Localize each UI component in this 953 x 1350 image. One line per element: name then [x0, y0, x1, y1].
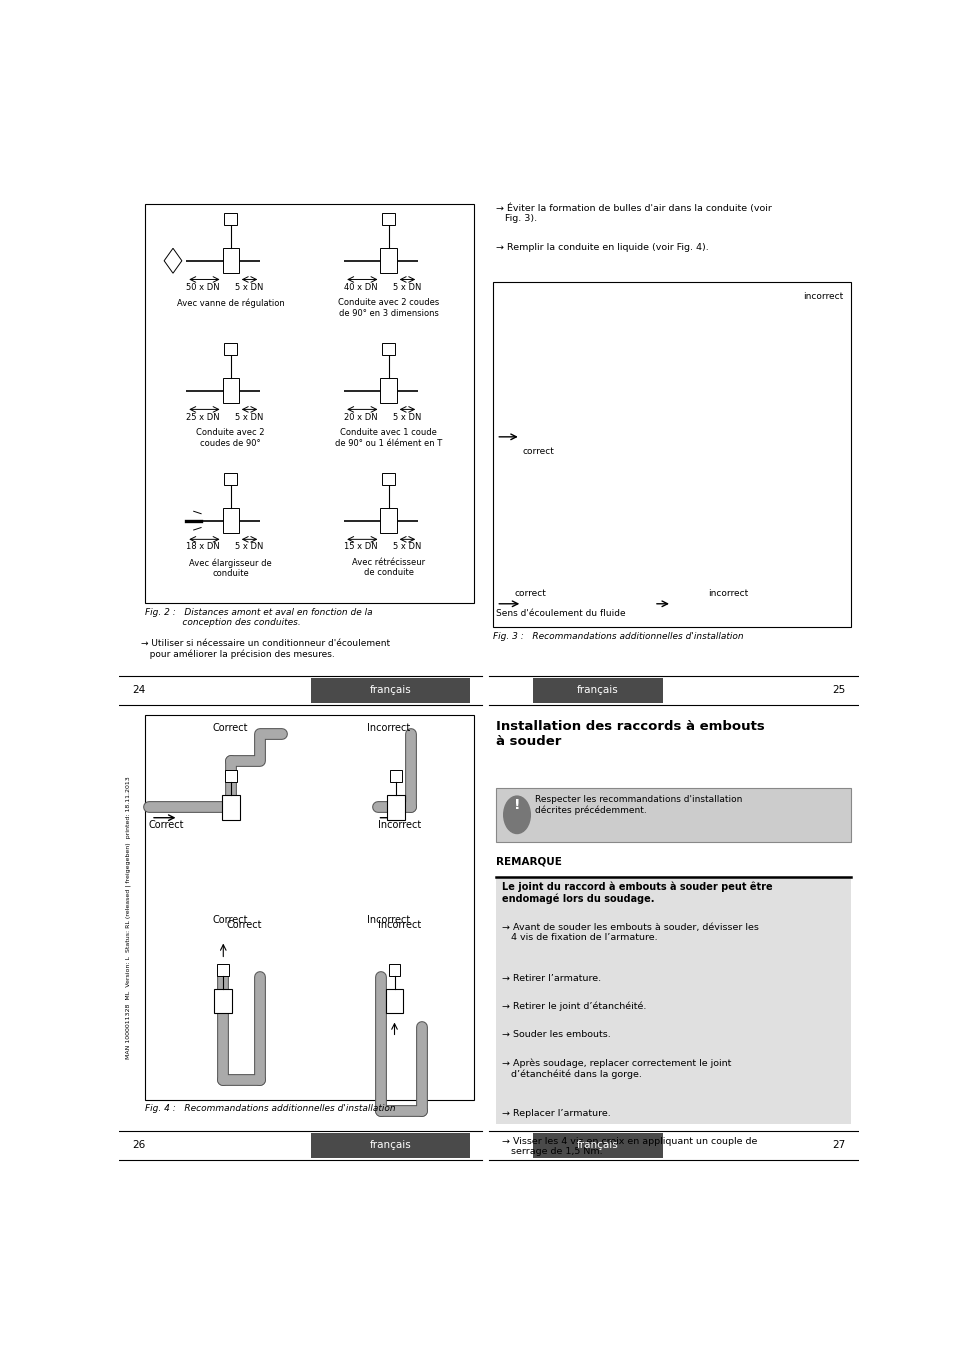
Bar	[145, 716, 474, 1100]
Text: → Après soudage, replacer correctement le joint
   d’étanchéité dans la gorge.: → Après soudage, replacer correctement l…	[501, 1058, 731, 1079]
Bar	[222, 248, 238, 273]
Text: 5 x DN: 5 x DN	[393, 413, 421, 421]
Bar	[380, 508, 396, 533]
Text: → Replacer l’armature.: → Replacer l’armature.	[501, 1108, 610, 1118]
Bar	[387, 795, 404, 819]
Text: Respecter les recommandations d'installation
décrites précédemment.: Respecter les recommandations d'installa…	[535, 795, 741, 815]
Bar	[221, 795, 239, 819]
Bar	[380, 248, 396, 273]
Text: Incorrect: Incorrect	[377, 819, 420, 830]
Text: → Utiliser si nécessaire un conditionneur d'écoulement
   pour améliorer la préc: → Utiliser si nécessaire un conditionneu…	[141, 639, 390, 659]
Bar	[390, 769, 401, 783]
Text: → Retirer l’armature.: → Retirer l’armature.	[501, 973, 600, 983]
Text: 50 x DN: 50 x DN	[186, 282, 219, 292]
Bar	[496, 788, 850, 842]
Text: français: français	[370, 1141, 412, 1150]
Text: français: français	[577, 684, 618, 695]
Bar	[224, 343, 237, 355]
Text: Conduite avec 1 coude
de 90° ou 1 élément en T: Conduite avec 1 coude de 90° ou 1 élémen…	[335, 428, 442, 447]
Text: !: !	[514, 798, 519, 813]
Text: Avec élargisseur de
conduite: Avec élargisseur de conduite	[189, 558, 272, 578]
Text: Incorrect: Incorrect	[377, 921, 420, 930]
Text: MAN 1000011328  ML  Version: L  Status: RL (released | freigegeben)  printed: 18: MAN 1000011328 ML Version: L Status: RL …	[125, 776, 131, 1060]
Circle shape	[503, 796, 530, 833]
Text: → Retirer le joint d’étanchéité.: → Retirer le joint d’étanchéité.	[501, 1002, 646, 1011]
Text: Conduite avec 2
coudes de 90°: Conduite avec 2 coudes de 90°	[196, 428, 265, 447]
Bar	[311, 1133, 470, 1158]
Text: → Remplir la conduite en liquide (voir Fig. 4).: → Remplir la conduite en liquide (voir F…	[496, 243, 708, 252]
Text: correct: correct	[521, 447, 554, 456]
Bar	[492, 282, 850, 626]
Bar	[225, 769, 236, 783]
Text: français: français	[370, 684, 412, 695]
Text: 5 x DN: 5 x DN	[235, 413, 263, 421]
Text: correct: correct	[515, 589, 546, 598]
Bar	[311, 678, 470, 702]
Text: français: français	[577, 1141, 618, 1150]
Text: 40 x DN: 40 x DN	[343, 282, 377, 292]
Text: REMARQUE: REMARQUE	[496, 856, 561, 867]
Bar	[222, 378, 238, 404]
Bar	[119, 675, 858, 705]
Text: Incorrect: Incorrect	[367, 915, 410, 925]
Text: Correct: Correct	[213, 915, 248, 925]
Text: Avec vanne de régulation: Avec vanne de régulation	[176, 298, 284, 308]
Text: Correct: Correct	[149, 819, 184, 830]
Bar	[224, 213, 237, 225]
Text: incorrect: incorrect	[707, 589, 747, 598]
Text: → Visser les 4 vis en croix en appliquant un couple de
   serrage de 1,5 Nm.: → Visser les 4 vis en croix en appliquan…	[501, 1137, 757, 1157]
Text: → Souder les embouts.: → Souder les embouts.	[501, 1030, 610, 1040]
Bar	[119, 1131, 858, 1160]
Text: 5 x DN: 5 x DN	[393, 543, 421, 551]
Text: 27: 27	[831, 1141, 844, 1150]
Bar	[533, 1133, 662, 1158]
Text: Conduite avec 2 coudes
de 90° en 3 dimensions: Conduite avec 2 coudes de 90° en 3 dimen…	[337, 298, 438, 317]
Text: Fig. 3 :   Recommandations additionnelles d'installation: Fig. 3 : Recommandations additionnelles …	[492, 632, 742, 641]
Text: Le joint du raccord à embouts à souder peut être
endomagé lors du soudage.: Le joint du raccord à embouts à souder p…	[501, 882, 772, 905]
Text: Fig. 4 :   Recommandations additionnelles d'installation: Fig. 4 : Recommandations additionnelles …	[145, 1104, 395, 1112]
Bar	[214, 988, 232, 1014]
Bar	[224, 472, 237, 485]
Text: 26: 26	[132, 1141, 146, 1150]
Text: Avec rétrécisseur
de conduite: Avec rétrécisseur de conduite	[352, 558, 425, 578]
Bar	[381, 343, 395, 355]
Bar	[145, 204, 474, 602]
Text: Correct: Correct	[227, 921, 262, 930]
Bar	[388, 964, 400, 976]
Text: → Avant de souder les embouts à souder, dévisser les
   4 vis de fixation de l’a: → Avant de souder les embouts à souder, …	[501, 923, 759, 942]
Text: 5 x DN: 5 x DN	[235, 282, 263, 292]
Text: Incorrect: Incorrect	[367, 724, 410, 733]
Text: 25: 25	[831, 684, 844, 695]
Bar	[381, 472, 395, 485]
Text: Fig. 2 :   Distances amont et aval en fonction de la
             conception des: Fig. 2 : Distances amont et aval en fonc…	[145, 608, 373, 628]
Text: 20 x DN: 20 x DN	[343, 413, 377, 421]
Bar	[381, 213, 395, 225]
Text: Installation des raccords à embouts
à souder: Installation des raccords à embouts à so…	[496, 720, 764, 748]
Bar	[533, 678, 662, 702]
Text: 5 x DN: 5 x DN	[235, 543, 263, 551]
Bar	[222, 508, 238, 533]
Text: 24: 24	[132, 684, 146, 695]
Text: 25 x DN: 25 x DN	[186, 413, 219, 421]
Bar	[217, 964, 229, 976]
Text: 15 x DN: 15 x DN	[343, 543, 377, 551]
Text: 18 x DN: 18 x DN	[186, 543, 219, 551]
Polygon shape	[164, 248, 182, 273]
Text: → Éviter la formation de bulles d'air dans la conduite (voir
   Fig. 3).: → Éviter la formation de bulles d'air da…	[496, 204, 771, 224]
Text: Correct: Correct	[213, 724, 248, 733]
Bar	[380, 378, 396, 404]
Bar	[496, 878, 850, 1123]
Text: 5 x DN: 5 x DN	[393, 282, 421, 292]
Text: incorrect: incorrect	[802, 292, 842, 301]
Text: Sens d'écoulement du fluide: Sens d'écoulement du fluide	[496, 609, 625, 618]
Bar	[385, 988, 403, 1014]
